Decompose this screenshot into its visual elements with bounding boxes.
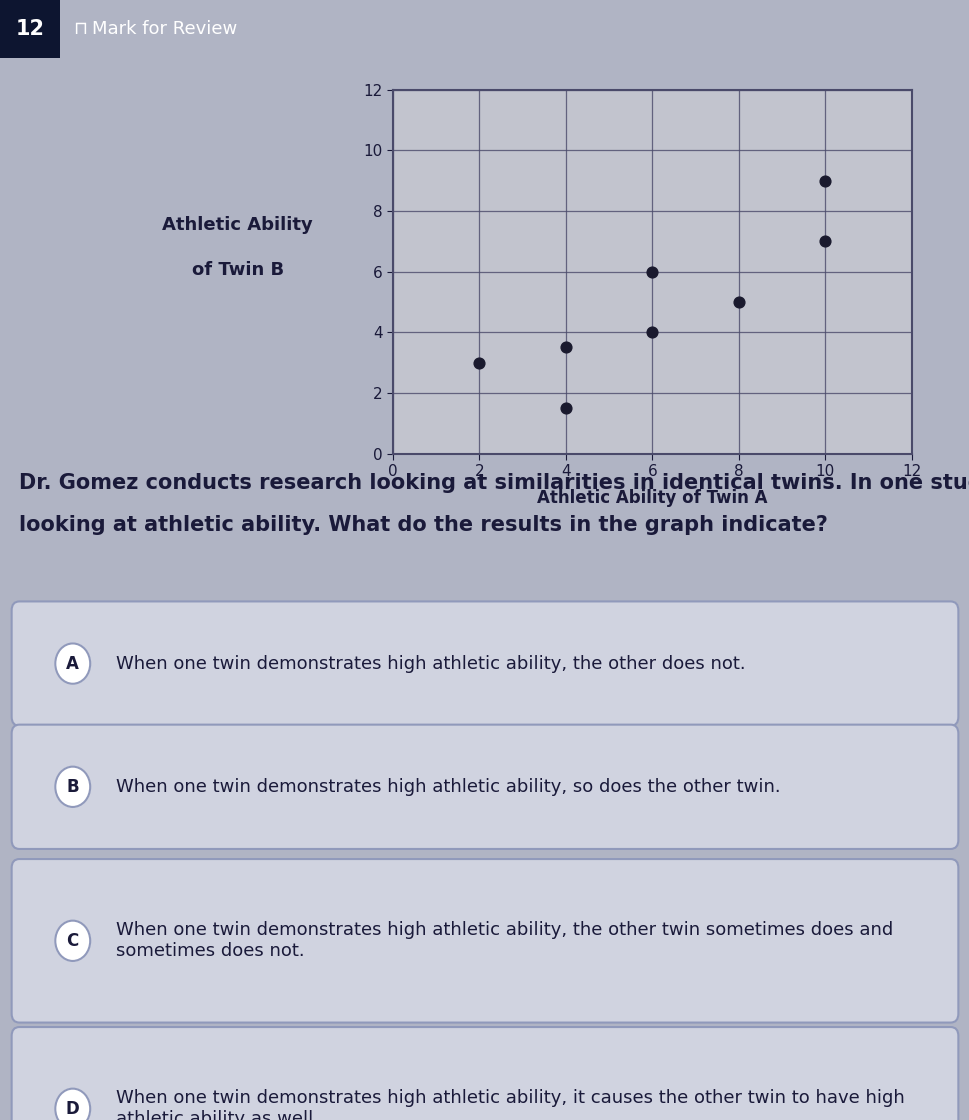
Point <box>817 171 832 189</box>
Text: When one twin demonstrates high athletic ability, so does the other twin.: When one twin demonstrates high athletic… <box>116 777 780 796</box>
X-axis label: Athletic Ability of Twin A: Athletic Ability of Twin A <box>537 488 766 506</box>
Text: A: A <box>66 654 79 673</box>
Point <box>644 263 660 281</box>
Point <box>731 293 746 311</box>
Point <box>644 324 660 342</box>
Text: When one twin demonstrates high athletic ability, it causes the other twin to ha: When one twin demonstrates high athletic… <box>116 1090 904 1120</box>
Text: D: D <box>66 1100 79 1118</box>
Point <box>557 338 573 356</box>
FancyBboxPatch shape <box>0 0 60 58</box>
Text: looking at athletic ability. What do the results in the graph indicate?: looking at athletic ability. What do the… <box>19 515 828 535</box>
Text: Athletic Ability: Athletic Ability <box>162 216 313 234</box>
Text: Dr. Gomez conducts research looking at similarities in identical twins. In one s: Dr. Gomez conducts research looking at s… <box>19 473 969 493</box>
Text: B: B <box>66 777 79 796</box>
Text: ∧: ∧ <box>602 1083 616 1101</box>
Point <box>471 354 486 372</box>
Text: 12: 12 <box>16 19 45 39</box>
Text: When one twin demonstrates high athletic ability, the other does not.: When one twin demonstrates high athletic… <box>116 654 745 673</box>
Text: Question 12 of 26: Question 12 of 26 <box>377 1083 556 1101</box>
FancyBboxPatch shape <box>239 1067 730 1117</box>
Text: of Twin B: of Twin B <box>192 261 283 279</box>
Text: ⊓: ⊓ <box>73 20 86 38</box>
Point <box>557 399 573 417</box>
Point <box>817 232 832 250</box>
Text: Mark for Review: Mark for Review <box>92 20 237 38</box>
Text: C: C <box>67 932 78 950</box>
Text: When one twin demonstrates high athletic ability, the other twin sometimes does : When one twin demonstrates high athletic… <box>116 922 892 960</box>
